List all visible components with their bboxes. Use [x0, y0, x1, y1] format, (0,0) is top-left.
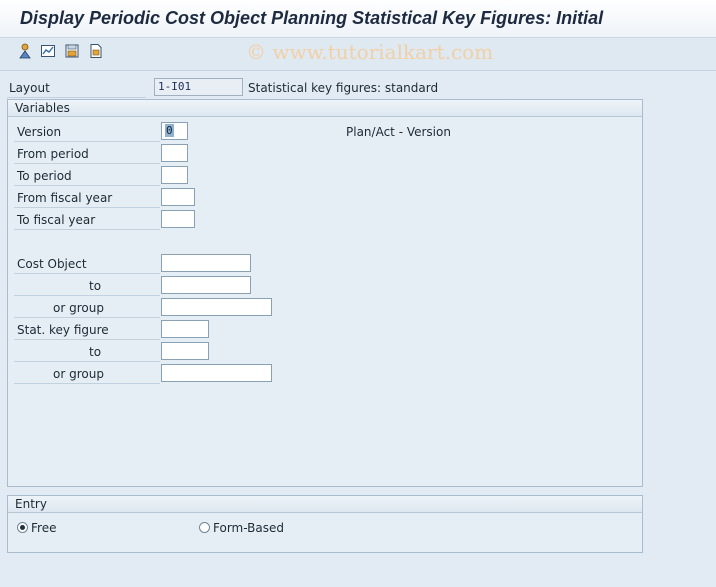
cost-object-group-label: or group: [53, 301, 104, 315]
from-period-label: From period: [17, 147, 89, 161]
version-underline: [14, 141, 160, 142]
application-toolbar: © www.tutorialkart.com: [0, 38, 716, 71]
from-period-underline: [14, 163, 160, 164]
variables-group: Variables: [7, 99, 643, 487]
to-fiscal-year-underline: [14, 229, 160, 230]
to-period-field[interactable]: [161, 166, 188, 184]
cost-object-to-underline: [14, 295, 160, 296]
free-radio-label[interactable]: Free: [31, 521, 57, 535]
layout-field[interactable]: 1-I01: [154, 78, 243, 96]
window-title: Display Periodic Cost Object Planning St…: [20, 8, 604, 28]
stat-key-figure-to-label: to: [89, 345, 102, 359]
cost-object-from-field[interactable]: [161, 254, 251, 272]
from-fiscal-year-underline: [14, 207, 160, 208]
cost-object-label: Cost Object: [17, 257, 87, 271]
stat-key-figure-from-field[interactable]: [161, 320, 209, 338]
get-variant-icon[interactable]: [39, 42, 57, 60]
cost-object-underline: [14, 273, 160, 274]
entry-group-title: Entry: [8, 496, 642, 513]
stat-key-figure-group-underline: [14, 383, 160, 384]
save-variant-icon[interactable]: [63, 42, 81, 60]
stat-key-figure-to-underline: [14, 361, 160, 362]
version-field[interactable]: 0: [161, 122, 188, 140]
to-fiscal-year-field[interactable]: [161, 210, 195, 228]
title-bar: Display Periodic Cost Object Planning St…: [0, 0, 716, 38]
form-based-radio-label[interactable]: Form-Based: [213, 521, 284, 535]
stat-key-figure-underline: [14, 339, 160, 340]
version-description: Plan/Act - Version: [346, 125, 451, 139]
from-fiscal-year-label: From fiscal year: [17, 191, 113, 205]
stat-key-figure-group-field[interactable]: [161, 364, 272, 382]
variant-list-icon[interactable]: [87, 42, 105, 60]
from-period-field[interactable]: [161, 144, 188, 162]
to-period-label: To period: [17, 169, 72, 183]
cost-object-to-field[interactable]: [161, 276, 251, 294]
stat-key-figure-to-field[interactable]: [161, 342, 209, 360]
cost-object-group-field[interactable]: [161, 298, 272, 316]
execute-icon[interactable]: [16, 42, 34, 60]
form-based-radio[interactable]: [199, 522, 210, 533]
entry-group: Entry: [7, 495, 643, 553]
stat-key-figure-group-label: or group: [53, 367, 104, 381]
cost-object-group-underline: [14, 317, 160, 318]
version-value: 0: [165, 124, 174, 137]
to-fiscal-year-label: To fiscal year: [17, 213, 96, 227]
free-radio[interactable]: [17, 522, 28, 533]
layout-underline: [7, 97, 146, 98]
version-label: Version: [17, 125, 62, 139]
stat-key-figure-label: Stat. key figure: [17, 323, 109, 337]
layout-label: Layout: [9, 81, 50, 95]
layout-description: Statistical key figures: standard: [248, 81, 439, 95]
to-period-underline: [14, 185, 160, 186]
cost-object-to-label: to: [89, 279, 102, 293]
status-bar: [0, 566, 716, 587]
watermark-text: © www.tutorialkart.com: [246, 40, 494, 64]
from-fiscal-year-field[interactable]: [161, 188, 195, 206]
variables-group-title: Variables: [8, 100, 642, 117]
